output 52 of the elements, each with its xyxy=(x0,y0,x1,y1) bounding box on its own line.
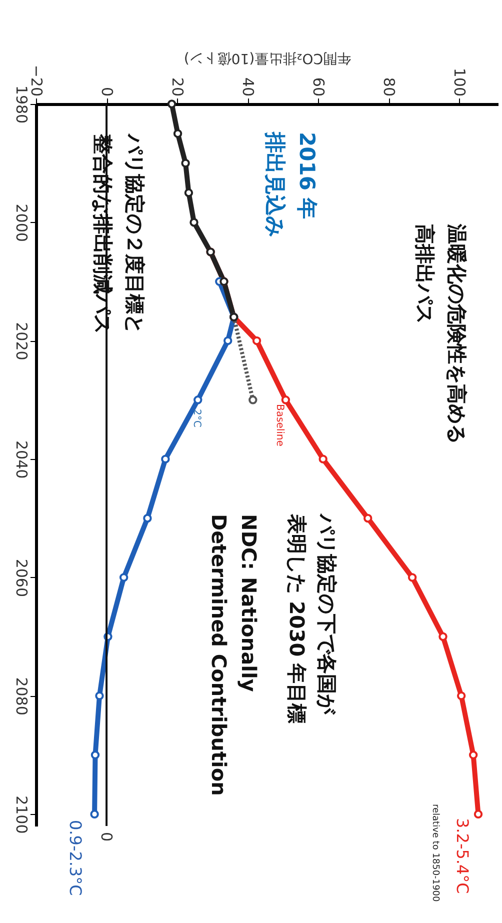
annotation: Baseline xyxy=(274,404,285,446)
annotation: 2016 年 xyxy=(295,132,319,219)
point xyxy=(181,158,190,168)
point xyxy=(364,514,372,523)
point xyxy=(281,396,290,404)
point xyxy=(248,396,258,404)
point xyxy=(468,750,478,760)
point xyxy=(224,336,232,346)
point xyxy=(184,188,194,198)
annotation: relative to 1850-1900 xyxy=(430,804,440,902)
x-axis-title: 年間CO₂排出量(10億トン) xyxy=(184,50,352,66)
point xyxy=(143,514,152,523)
point xyxy=(456,691,466,700)
x-tick-label: 40 xyxy=(239,77,258,96)
point xyxy=(167,100,176,108)
annotation: 温暖化の危険性を高める xyxy=(445,223,469,444)
annotation: パリ協定の下で各国が xyxy=(315,513,339,715)
y-tick-label: 2040 xyxy=(12,440,30,479)
point xyxy=(161,454,170,464)
point xyxy=(190,218,198,227)
x-tick-label: 100 xyxy=(450,68,469,96)
annotation: 2°C xyxy=(191,409,202,428)
x-tick-label: 20 xyxy=(168,77,187,96)
point xyxy=(194,396,202,404)
x-tick-label: 80 xyxy=(380,77,398,96)
point xyxy=(95,691,104,700)
annotation: 排出見込み xyxy=(263,131,287,238)
annotation: NDC: Nationally Determined Contribution xyxy=(207,514,261,796)
annotation: 0.9-2.3°C xyxy=(66,820,85,896)
y-tick-label: 2100 xyxy=(12,796,30,834)
point xyxy=(318,454,328,464)
point xyxy=(438,632,448,641)
point xyxy=(90,750,100,760)
annotation: 表明した 2030 年目標 xyxy=(285,513,309,724)
x-tick-label: 60 xyxy=(310,77,328,96)
point xyxy=(119,573,128,582)
y-tick-label: 2080 xyxy=(12,677,30,716)
annotation: パリ協定の２度目標と xyxy=(123,133,147,334)
point xyxy=(474,810,483,819)
annotation: 高排出パス xyxy=(413,224,437,324)
y-tick-label: 2000 xyxy=(12,204,30,242)
annotation: 3.2-5.4°C xyxy=(453,818,472,894)
y-tick-label: 2060 xyxy=(12,558,30,598)
point xyxy=(90,810,99,819)
ref-line-label: 0 xyxy=(98,832,116,842)
point xyxy=(252,336,262,346)
x-tick-label: −20 xyxy=(28,64,46,96)
x-tick-label: 0 xyxy=(98,86,116,96)
y-tick-label: 1980 xyxy=(12,85,30,124)
y-tick-label: 2020 xyxy=(12,322,30,360)
point xyxy=(173,129,182,138)
point xyxy=(408,573,417,582)
